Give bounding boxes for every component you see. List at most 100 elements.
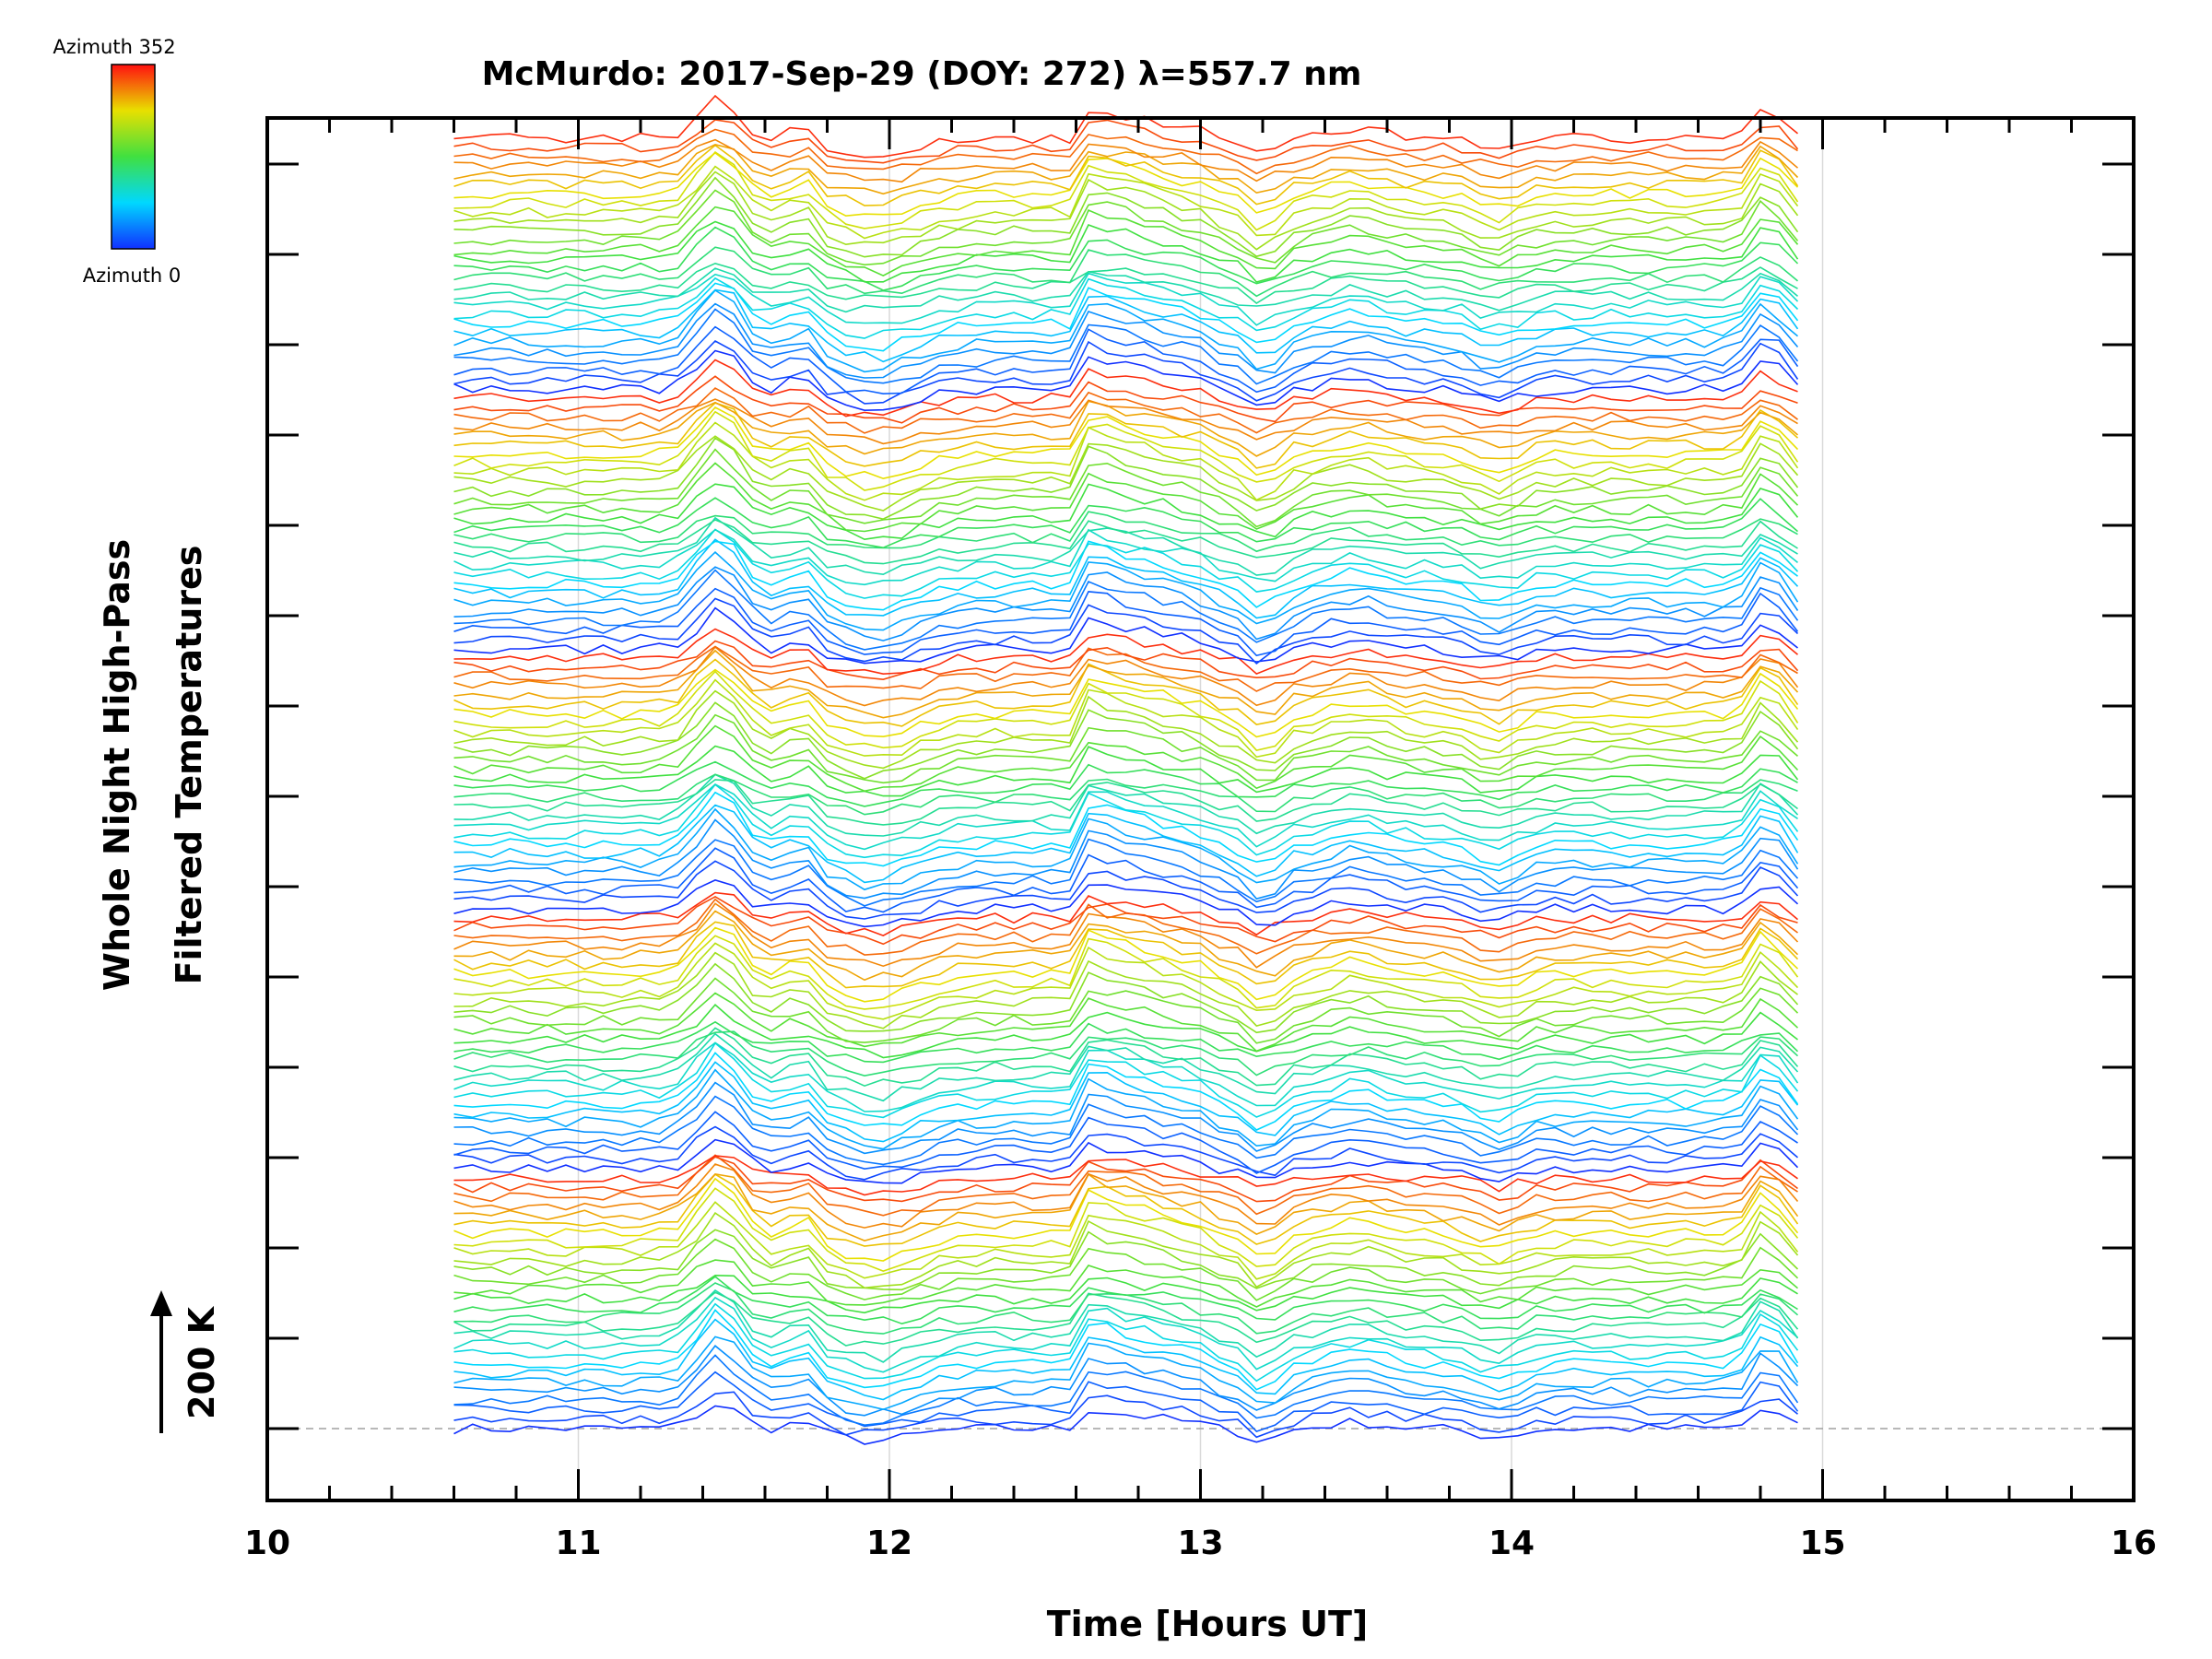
series-line (453, 807, 1799, 891)
y-axis-label: Whole Night High-Pass Filtered Temperatu… (97, 539, 209, 991)
chart-title: McMurdo: 2017-Sep-29 (DOY: 272) λ=557.7 … (482, 55, 1362, 93)
series-line (453, 1405, 1798, 1445)
x-tick-label: 14 (1488, 1524, 1535, 1562)
series-line (453, 540, 1798, 611)
series-line (453, 519, 1798, 565)
series-line (453, 551, 1799, 631)
series-line (453, 1173, 1799, 1247)
series-line (453, 406, 1799, 480)
series-line (453, 387, 1798, 434)
series-line (453, 1318, 1799, 1401)
series-line (453, 246, 1799, 298)
series-line (453, 804, 1799, 884)
y-axis-label-line1: Whole Night High-Pass (97, 539, 137, 991)
series-line (453, 220, 1799, 283)
colorbar-legend: Azimuth 352 Azimuth 0 (53, 36, 181, 287)
series-line (453, 302, 1799, 379)
series-line (453, 587, 1799, 657)
series-line (453, 1177, 1799, 1262)
series-line (453, 1138, 1799, 1184)
series-line (453, 375, 1798, 424)
series-line (453, 951, 1798, 1030)
series-line (453, 773, 1799, 837)
series-line (453, 1030, 1799, 1077)
series-line (453, 1282, 1799, 1335)
series-line (453, 528, 1799, 599)
series-line (453, 1288, 1799, 1363)
series-line (453, 1345, 1799, 1417)
series-line (453, 838, 1799, 907)
series-line (453, 94, 1799, 159)
series-line (453, 658, 1799, 727)
series-line (453, 668, 1799, 738)
series-line (453, 898, 1798, 956)
series-line (453, 359, 1798, 418)
series-line (453, 779, 1798, 826)
series-line (453, 1354, 1799, 1427)
series-line (453, 267, 1799, 313)
series-line (453, 566, 1799, 641)
series-line (453, 760, 1798, 807)
series-line (453, 1238, 1799, 1301)
series-line (453, 1081, 1799, 1155)
series-line (453, 151, 1799, 231)
series-line (453, 1041, 1799, 1119)
series-line (453, 325, 1799, 395)
series-line (453, 689, 1799, 770)
series-line (453, 891, 1799, 936)
series-line (453, 1155, 1798, 1196)
series-line (453, 1095, 1799, 1166)
series-line (453, 272, 1799, 326)
series-line (453, 165, 1799, 240)
series-line (453, 902, 1799, 969)
series-line (453, 1032, 1799, 1102)
series-line (453, 1187, 1799, 1272)
series-line (453, 606, 1798, 665)
series-line (453, 421, 1799, 501)
x-axis-label: Time [Hours UT] (1047, 1604, 1369, 1644)
series-line (453, 462, 1799, 533)
series-line (453, 483, 1799, 541)
series-line (453, 569, 1799, 651)
series-line (453, 308, 1799, 385)
series-line (453, 1276, 1798, 1325)
series-line (453, 783, 1798, 851)
series-line (453, 206, 1799, 276)
series-line (453, 171, 1799, 251)
colorbar-bottom-label: Azimuth 0 (83, 265, 182, 287)
series-line (453, 1125, 1799, 1181)
series-line (453, 713, 1799, 784)
x-tick-label: 15 (1799, 1524, 1845, 1562)
series-line (453, 910, 1799, 982)
series-line (453, 1309, 1799, 1391)
scale-arrow-head (150, 1290, 172, 1316)
series-line (453, 1259, 1799, 1308)
series-line (453, 128, 1798, 175)
series-line (453, 448, 1799, 528)
x-tick-label: 16 (2111, 1524, 2157, 1562)
series-line (453, 410, 1799, 491)
series-line (453, 724, 1799, 793)
series-line (453, 992, 1799, 1053)
series-line (453, 1052, 1799, 1131)
series-line (453, 942, 1799, 1020)
series-line (453, 1302, 1799, 1382)
series-line (453, 288, 1799, 373)
series-line (453, 176, 1799, 258)
series-line (453, 340, 1799, 405)
colorbar-gradient (111, 64, 156, 250)
series-line (453, 921, 1799, 989)
series-line (453, 349, 1799, 412)
series-line (453, 783, 1799, 859)
series-line (453, 1020, 1799, 1064)
series-lines (453, 94, 1799, 1445)
series-line (453, 398, 1798, 445)
series-line (453, 144, 1799, 206)
series-line (453, 400, 1799, 457)
series-line (453, 1335, 1799, 1411)
series-line (453, 678, 1799, 759)
series-line (453, 143, 1799, 195)
series-line (453, 649, 1799, 719)
series-line (453, 773, 1798, 816)
